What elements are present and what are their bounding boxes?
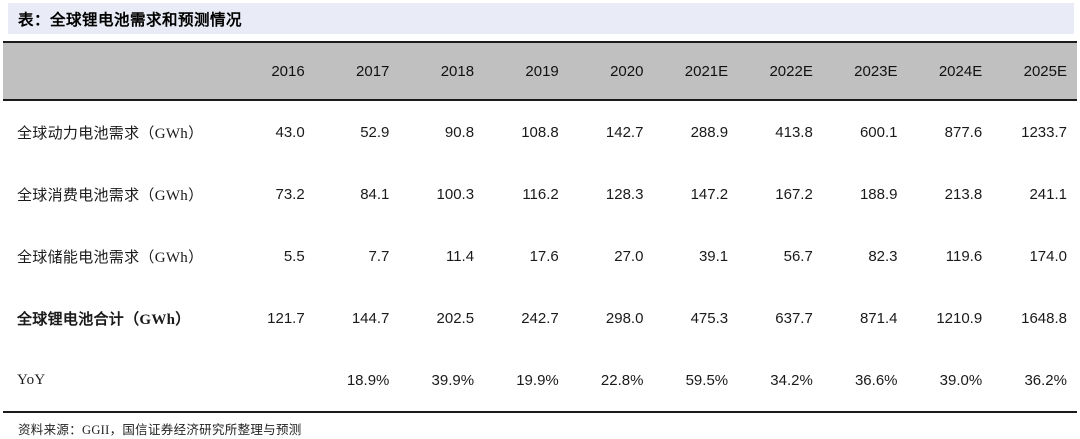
table-row-power-battery: 全球动力电池需求（GWh） 43.0 52.9 90.8 108.8 142.7… — [3, 100, 1077, 163]
row-label: YoY — [17, 371, 46, 388]
row-label: 全球消费电池需求（GWh） — [17, 187, 204, 204]
value-cell: 39.0% — [939, 371, 983, 389]
year-header-cell: 2024E — [907, 42, 993, 101]
value-cell: 59.5% — [685, 371, 729, 389]
value-cell: 18.9% — [346, 371, 390, 389]
value-cell — [230, 349, 315, 412]
battery-demand-table: 2016 2017 2018 2019 2020 2021E 2022E 202… — [3, 41, 1077, 413]
value-cell: 121.7 — [267, 309, 305, 327]
value-cell: 600.1 — [859, 123, 898, 141]
value-cell: 90.8 — [444, 123, 475, 141]
value-cell: 36.6% — [854, 371, 898, 389]
value-cell: 39.9% — [431, 371, 475, 389]
value-cell: 167.2 — [775, 185, 813, 203]
value-cell: 22.8% — [600, 371, 644, 389]
value-cell: 82.3 — [868, 247, 898, 265]
value-cell: 413.8 — [775, 123, 813, 141]
row-label: 全球储能电池需求（GWh） — [17, 249, 204, 266]
value-cell: 52.9 — [360, 123, 390, 141]
table-row-storage-battery: 全球储能电池需求（GWh） 5.5 7.7 11.4 17.6 27.0 39.… — [3, 225, 1077, 287]
value-cell: 36.2% — [1024, 371, 1067, 389]
value-cell: 877.6 — [944, 123, 983, 141]
value-cell: 73.2 — [275, 185, 305, 203]
value-cell: 241.1 — [1029, 185, 1067, 203]
value-cell: 144.7 — [351, 309, 390, 327]
value-cell: 17.6 — [529, 247, 559, 265]
year-header-cell: 2017 — [314, 42, 400, 101]
value-cell: 34.2% — [770, 371, 813, 389]
table-row-yoy: YoY 18.9% 39.9% 19.9% 22.8% 59.5% 34.2% … — [3, 349, 1077, 412]
year-header-cell: 2021E — [653, 42, 739, 101]
value-cell: 11.4 — [445, 247, 475, 265]
value-cell: 288.9 — [690, 123, 729, 141]
value-cell: 7.7 — [368, 247, 390, 265]
year-header-cell: 2018 — [399, 42, 485, 101]
year-header-cell: 2016 — [230, 42, 315, 101]
value-cell: 43.0 — [275, 123, 305, 141]
empty-header-cell — [3, 42, 231, 101]
table-row-consumer-battery: 全球消费电池需求（GWh） 73.2 84.1 100.3 116.2 128.… — [3, 163, 1077, 225]
year-header-cell: 2020 — [568, 42, 654, 101]
value-cell: 1233.7 — [1021, 123, 1067, 141]
value-cell: 56.7 — [783, 247, 813, 265]
value-cell: 100.3 — [436, 185, 475, 203]
source-note: 资料来源：GGII，国信证券经济研究所整理与预测 — [18, 423, 302, 437]
value-cell: 5.5 — [283, 247, 305, 265]
value-cell: 213.8 — [944, 185, 983, 203]
table-title: 表：全球锂电池需求和预测情况 — [18, 11, 243, 29]
value-cell: 475.3 — [690, 309, 729, 327]
table-title-bar: 表：全球锂电池需求和预测情况 — [8, 3, 1074, 34]
value-cell: 1210.9 — [936, 309, 983, 327]
value-cell: 637.7 — [775, 309, 813, 327]
value-cell: 27.0 — [614, 247, 644, 265]
value-cell: 19.9% — [516, 371, 559, 389]
year-header-cell: 2025E — [992, 42, 1077, 101]
value-cell: 871.4 — [859, 309, 898, 327]
value-cell: 108.8 — [521, 123, 559, 141]
value-cell: 202.5 — [436, 309, 475, 327]
value-cell: 128.3 — [605, 185, 644, 203]
year-header-cell: 2022E — [738, 42, 823, 101]
year-header-cell: 2023E — [822, 42, 908, 101]
year-header-cell: 2019 — [484, 42, 569, 101]
value-cell: 39.1 — [698, 247, 729, 265]
value-cell: 84.1 — [360, 185, 390, 203]
value-cell: 119.6 — [945, 247, 983, 265]
value-cell: 242.7 — [521, 309, 559, 327]
value-cell: 298.0 — [605, 309, 644, 327]
value-cell: 147.2 — [690, 185, 729, 203]
year-header-row: 2016 2017 2018 2019 2020 2021E 2022E 202… — [3, 42, 1077, 101]
value-cell: 142.7 — [605, 123, 644, 141]
value-cell: 188.9 — [859, 185, 898, 203]
value-cell: 1648.8 — [1021, 309, 1067, 327]
row-label: 全球锂电池合计（GWh） — [17, 311, 191, 328]
row-label: 全球动力电池需求（GWh） — [17, 125, 204, 142]
table-row-total: 全球锂电池合计（GWh） 121.7 144.7 202.5 242.7 298… — [3, 287, 1077, 349]
value-cell: 174.0 — [1029, 247, 1067, 265]
value-cell: 116.2 — [522, 185, 559, 203]
